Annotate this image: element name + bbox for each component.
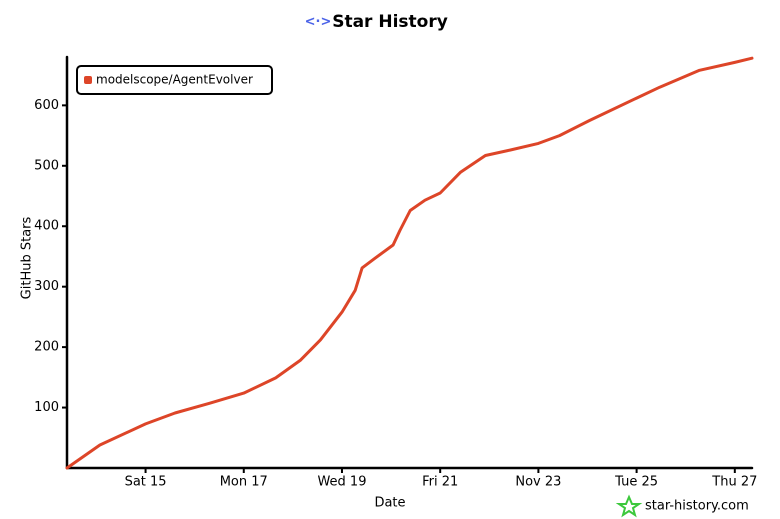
watermark-icon	[615, 494, 643, 518]
x-tick-label: Sat 15	[125, 475, 167, 490]
y-tick-label: 100	[34, 400, 59, 415]
y-tick-label: 300	[34, 279, 59, 294]
x-tick-label: Nov 23	[515, 475, 561, 490]
legend-box	[76, 65, 273, 95]
y-axis-label: GitHub Stars	[20, 216, 35, 299]
x-tick-label: Wed 19	[317, 475, 366, 490]
x-tick-label: Tue 25	[614, 475, 658, 490]
legend-label: modelscope/AgentEvolver	[96, 73, 253, 87]
y-tick-label: 400	[34, 219, 59, 234]
x-axis-label: Date	[374, 496, 405, 511]
svg-text:<·>: <·>	[305, 15, 332, 30]
y-tick-label: 600	[34, 98, 59, 113]
series-line	[65, 56, 754, 470]
watermark: star-history.com	[645, 499, 749, 514]
title-icon: <·>	[305, 15, 332, 30]
x-tick-label: Fri 21	[422, 475, 458, 490]
y-tick-label: 200	[34, 340, 59, 355]
chart-title: Star History	[332, 12, 448, 32]
legend-swatch	[84, 76, 92, 84]
x-tick-label: Thu 27	[711, 475, 757, 490]
y-tick-label: 500	[34, 158, 59, 173]
x-tick-label: Mon 17	[220, 475, 268, 490]
